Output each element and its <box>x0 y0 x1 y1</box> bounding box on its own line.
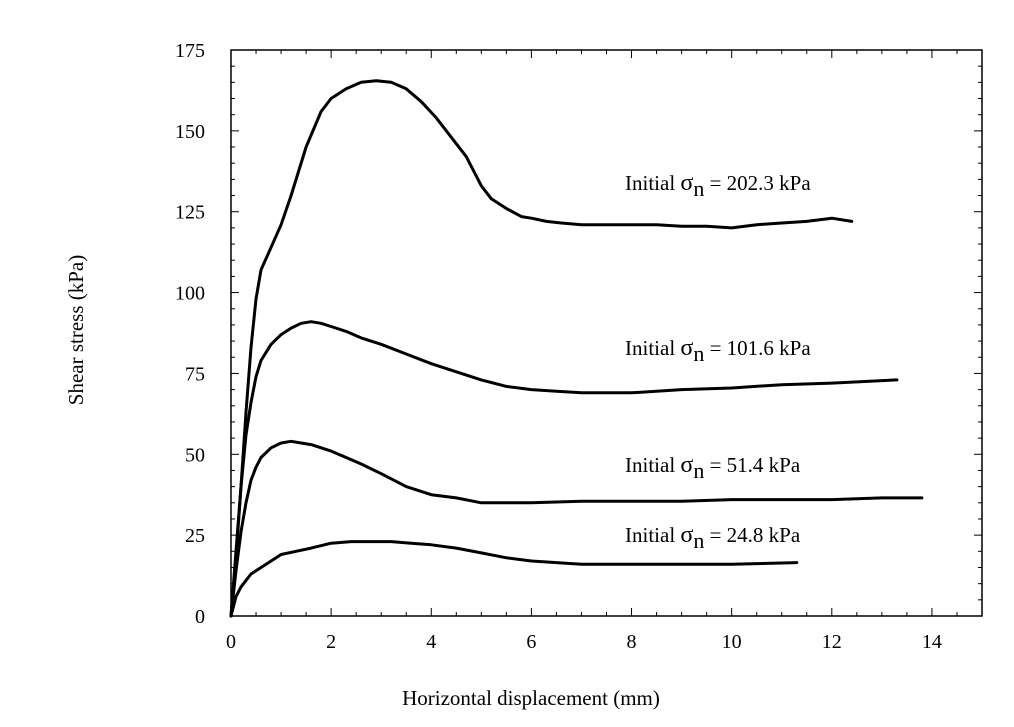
y-tick-label: 25 <box>185 525 205 547</box>
x-tick-label: 8 <box>627 631 637 653</box>
x-tick-label: 10 <box>722 631 742 653</box>
y-axis-ticks: 0 25 50 75 100 125 150 175 <box>175 40 982 628</box>
plot-frame <box>230 49 983 617</box>
y-tick-label: 125 <box>175 202 205 224</box>
x-axis-ticks: 0 2 4 6 8 10 12 14 <box>226 50 983 653</box>
y-tick-label: 100 <box>175 283 205 305</box>
series-line-3 <box>229 439 924 618</box>
plot-area-border <box>230 49 983 617</box>
y-tick-label: 150 <box>175 121 205 143</box>
series-line-4 <box>229 540 799 618</box>
y-tick-label: 75 <box>185 363 205 385</box>
x-tick-label: 2 <box>326 631 336 653</box>
series-labels: Initial σn = 202.3 kPa Initial σn = 101.6… <box>625 170 811 553</box>
x-tick-label: 6 <box>526 631 536 653</box>
series-lines <box>229 79 924 618</box>
series-label-1: Initial σn = 202.3 kPa <box>625 170 811 201</box>
y-tick-label: 0 <box>195 606 205 628</box>
series-label-3: Initial σn = 51.4 kPa <box>625 452 801 483</box>
y-axis-title: Shear stress (kPa) <box>64 255 88 405</box>
x-tick-label: 0 <box>226 631 236 653</box>
x-axis-title: Horizontal displacement (mm) <box>402 686 660 710</box>
y-tick-label: 50 <box>185 444 205 466</box>
series-label-2: Initial σn = 101.6 kPa <box>625 335 811 366</box>
x-tick-label: 4 <box>426 631 436 653</box>
series-line-2 <box>229 320 899 618</box>
series-line-1 <box>229 79 854 618</box>
x-tick-label: 14 <box>922 631 942 653</box>
x-tick-label: 12 <box>822 631 842 653</box>
y-tick-label: 175 <box>175 40 205 62</box>
series-label-4: Initial σn = 24.8 kPa <box>625 522 801 553</box>
